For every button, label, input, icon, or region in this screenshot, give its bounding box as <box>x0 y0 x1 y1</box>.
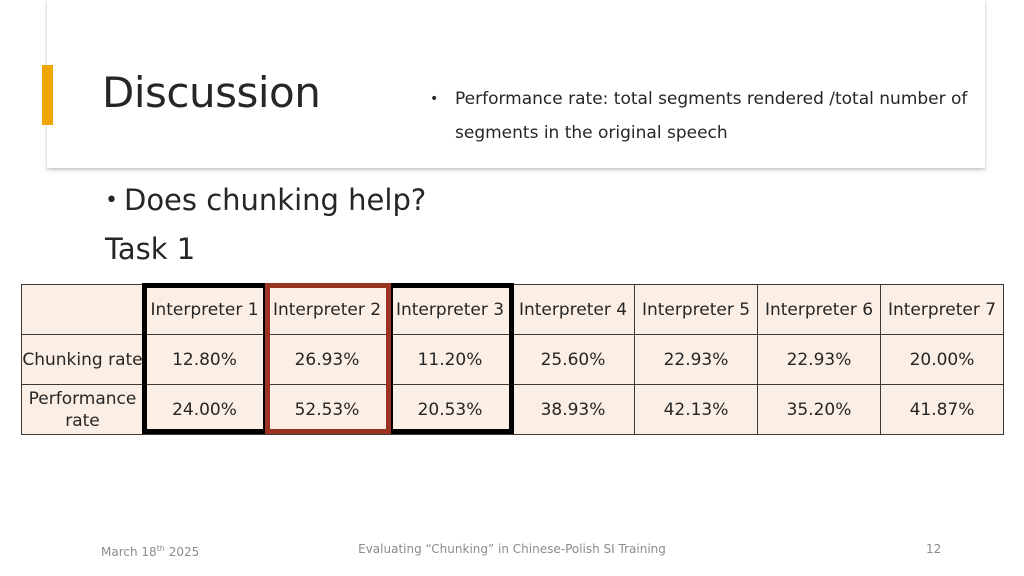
column-header: Interpreter 1 <box>143 284 266 335</box>
question-text: Does chunking help? <box>123 183 427 217</box>
results-table: Interpreter 1 Interpreter 2 Interpreter … <box>21 284 1004 435</box>
title-accent-bar <box>42 65 53 125</box>
table-header-row: Interpreter 1 Interpreter 2 Interpreter … <box>21 284 1004 335</box>
table-cell: 38.93% <box>511 384 635 435</box>
column-header: Interpreter 6 <box>757 284 881 335</box>
table-cell: 24.00% <box>143 384 266 435</box>
table-cell: 52.53% <box>265 384 389 435</box>
table-cell: 25.60% <box>511 334 635 385</box>
table-cell: 42.13% <box>634 384 758 435</box>
column-header: Interpreter 3 <box>388 284 512 335</box>
table-cell: 12.80% <box>143 334 266 385</box>
table-cell: 22.93% <box>757 334 881 385</box>
table-cell: 41.87% <box>880 384 1004 435</box>
page-number: 12 <box>926 542 942 556</box>
footer-date-ordinal: th <box>156 544 165 553</box>
table-corner-cell <box>21 284 144 335</box>
bullet-icon: • <box>105 188 118 213</box>
table-row-performance-rate: Performance rate 24.00% 52.53% 20.53% 38… <box>21 384 1004 435</box>
row-header: Performance rate <box>21 384 144 435</box>
table-cell: 22.93% <box>634 334 758 385</box>
column-header: Interpreter 4 <box>511 284 635 335</box>
column-header: Interpreter 5 <box>634 284 758 335</box>
table-cell: 35.20% <box>757 384 881 435</box>
footer-date-year: 2025 <box>164 545 200 559</box>
table-row-chunking-rate: Chunking rate 12.80% 26.93% 11.20% 25.60… <box>21 334 1004 385</box>
title-header-card <box>47 0 985 168</box>
question-bullet: • Does chunking help? <box>105 180 426 221</box>
column-header: Interpreter 2 <box>265 284 389 335</box>
footer-title: Evaluating “Chunking” in Chinese-Polish … <box>358 542 666 556</box>
footer-date-month: March 18 <box>101 545 157 559</box>
note-bullet-icon: • <box>430 91 439 107</box>
row-header: Chunking rate <box>21 334 144 385</box>
table-cell: 20.53% <box>388 384 512 435</box>
footer-date: March 18th 2025 <box>101 541 199 560</box>
task-subheading: Task 1 <box>105 232 196 266</box>
column-header: Interpreter 7 <box>880 284 1004 335</box>
table-cell: 26.93% <box>265 334 389 385</box>
slide-title: Discussion <box>102 68 321 117</box>
table-cell: 11.20% <box>388 334 512 385</box>
table-cell: 20.00% <box>880 334 1004 385</box>
note-text: Performance rate: total segments rendere… <box>455 89 968 143</box>
